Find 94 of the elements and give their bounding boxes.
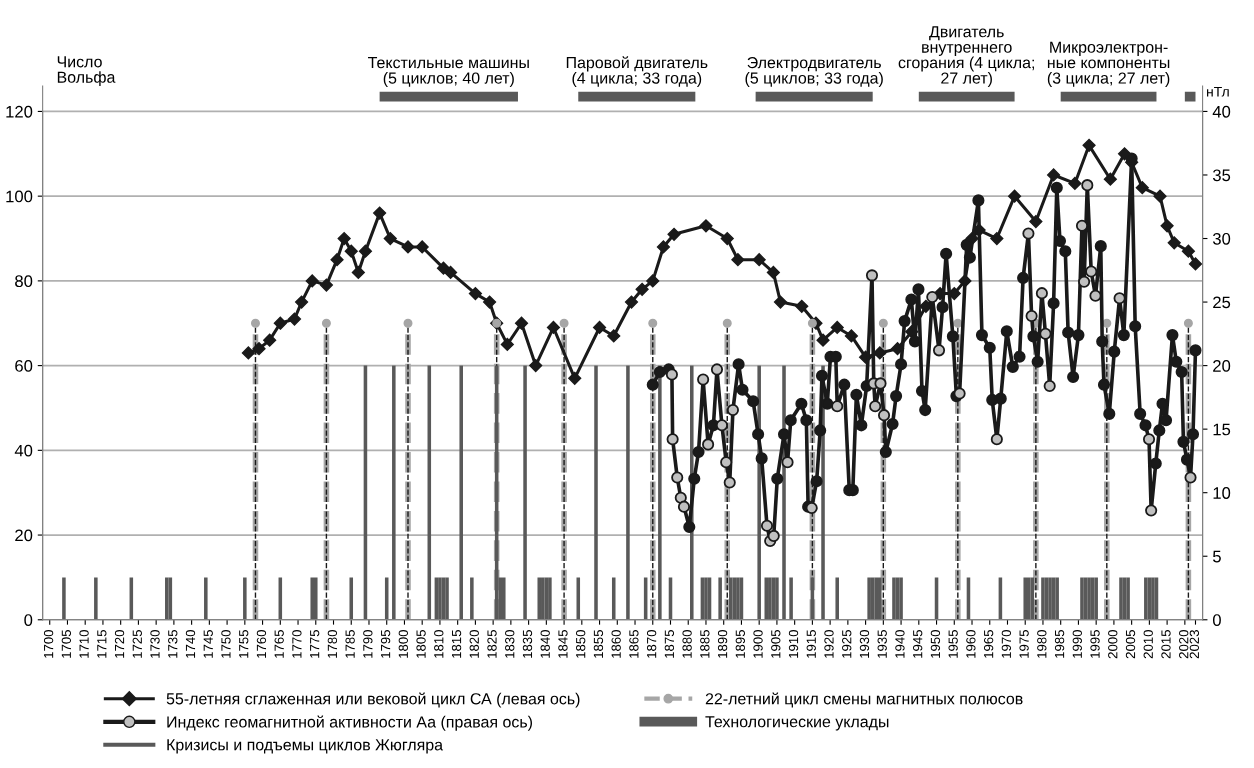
x-tick-label: 1855: [593, 630, 604, 658]
y-tick-label: 0: [24, 614, 33, 626]
x-tick-label: 1995: [1090, 630, 1100, 658]
x-tick-label: 1790: [363, 630, 373, 658]
x-tick-label: 1985: [1054, 630, 1065, 658]
x-tick-label: 1885: [700, 630, 710, 658]
x-tick-label: 1765: [274, 630, 284, 658]
x-tick-label: 1890: [717, 630, 728, 658]
x-tick-label: 2010: [1143, 630, 1153, 659]
x-tick-label: 2015: [1161, 630, 1171, 659]
x-tick-label: 1715: [97, 630, 107, 658]
x-tick-label: 1825: [487, 630, 497, 658]
x-tick-label: 1780: [327, 630, 338, 658]
legend-label: 55-летняя сглаженная или вековой цикл СА (левая ось): [166, 692, 580, 708]
x-tick-label: 1990: [1072, 630, 1082, 658]
y2-tick-label: 25: [1213, 296, 1231, 309]
x-tick-label: 1975: [1019, 630, 1029, 658]
x-tick-label: 1925: [842, 630, 852, 658]
x-tick-label: 1820: [469, 630, 479, 658]
y-tick-label: 80: [15, 275, 33, 288]
x-tick-label: 1905: [771, 630, 781, 658]
x-tick-label: 1800: [398, 630, 408, 658]
y2-tick-label: 35: [1212, 169, 1231, 182]
y2-tick-label: 20: [1213, 360, 1231, 372]
y-tick-label: 60: [15, 360, 33, 372]
annotation: Электродвигатель (5 циклов; 33 года): [745, 56, 883, 87]
x-tick-label: 1785: [345, 630, 355, 658]
x-tick-label: 1920: [824, 630, 834, 658]
x-tick-label: 1705: [61, 630, 72, 658]
x-tick-label: 1965: [983, 630, 994, 658]
y-tick-label: 120: [6, 105, 33, 118]
x-tick-label: 1970: [1001, 630, 1012, 658]
x-tick-label: 1830: [505, 630, 515, 658]
legend-label: Кризисы и подъемы циклов Жюгляра: [167, 739, 444, 754]
x-tick-label: 1760: [256, 630, 267, 658]
x-tick-label: 2000: [1108, 630, 1118, 659]
x-tick-label: 1845: [558, 630, 568, 658]
x-tick-label: 1770: [292, 630, 302, 658]
x-tick-label: 1865: [629, 630, 639, 658]
x-tick-label: 1955: [948, 630, 958, 658]
y2-tick-label: 5: [1212, 550, 1221, 563]
y-axis-title: Число Вольфа: [57, 56, 116, 87]
annotation: Паровой двигатель (4 цикла; 33 года): [566, 56, 708, 87]
legend-label: 22-летний цикл смены магнитных полюсов: [705, 692, 1023, 708]
x-tick-label: 2023: [1189, 630, 1200, 659]
x-tick-label: 1735: [168, 630, 178, 658]
y2-tick-label: 30: [1212, 232, 1231, 245]
x-tick-label: 1940: [895, 630, 905, 658]
x-tick-label: 1880: [682, 630, 692, 658]
y-tick-label: 40: [14, 444, 33, 457]
x-tick-label: 1935: [877, 630, 887, 658]
x-tick-label: 1875: [664, 630, 675, 658]
legend-label: Технологические уклады: [705, 716, 889, 731]
x-tick-label: 2005: [1125, 630, 1136, 659]
x-tick-label: 1745: [203, 630, 213, 658]
x-tick-label: 1725: [132, 630, 142, 658]
x-tick-label: 1960: [966, 630, 976, 658]
x-tick-label: 1810: [434, 630, 444, 658]
x-tick-label: 1730: [150, 630, 160, 658]
annotation: Текстильные машины (5 циклов; 40 лет): [368, 57, 529, 87]
x-tick-label: 1700: [43, 630, 54, 658]
x-tick-label: 1860: [611, 630, 621, 658]
x-tick-label: 1710: [79, 630, 89, 658]
x-tick-label: 1835: [522, 630, 533, 658]
x-tick-label: 1720: [114, 630, 125, 658]
x-tick-label: 1910: [788, 630, 799, 658]
x-tick-label: 1945: [913, 630, 923, 658]
y2-tick-label: 15: [1213, 423, 1231, 436]
x-tick-label: 1930: [859, 630, 870, 658]
x-tick-label: 1950: [930, 630, 941, 658]
annotation: Двигатель внутреннего сгорания (4 цикла; 27 лет): [898, 26, 1034, 87]
y-tick-label: 100: [6, 190, 33, 203]
x-tick-label: 1775: [310, 630, 320, 658]
y2-tick-label: 0: [1212, 614, 1221, 626]
legend-label: Индекс геомагнитной активности Аа (правая ось): [167, 715, 533, 731]
x-tick-label: 1795: [380, 630, 391, 658]
x-tick-label: 1915: [806, 630, 816, 658]
x-tick-label: 2020: [1179, 630, 1189, 659]
x-tick-label: 1870: [646, 630, 657, 658]
y-tick-label: 20: [15, 529, 33, 542]
x-tick-label: 1900: [753, 630, 763, 658]
y2-axis-title: нТл: [1207, 86, 1229, 97]
x-tick-label: 1850: [576, 630, 586, 658]
x-tick-label: 1740: [185, 630, 196, 658]
x-tick-label: 1755: [239, 630, 249, 658]
x-tick-label: 1815: [451, 630, 462, 658]
x-tick-label: 1750: [221, 630, 231, 658]
y2-tick-label: 10: [1213, 487, 1231, 499]
y2-tick-label: 40: [1212, 105, 1231, 118]
x-tick-label: 1840: [540, 630, 550, 658]
annotation: Микроэлектрон- ные компоненты (3 цикла; 27 лет): [1047, 41, 1170, 87]
x-tick-label: 1805: [416, 630, 426, 658]
x-tick-label: 1895: [735, 630, 745, 658]
x-tick-label: 1980: [1037, 630, 1047, 658]
